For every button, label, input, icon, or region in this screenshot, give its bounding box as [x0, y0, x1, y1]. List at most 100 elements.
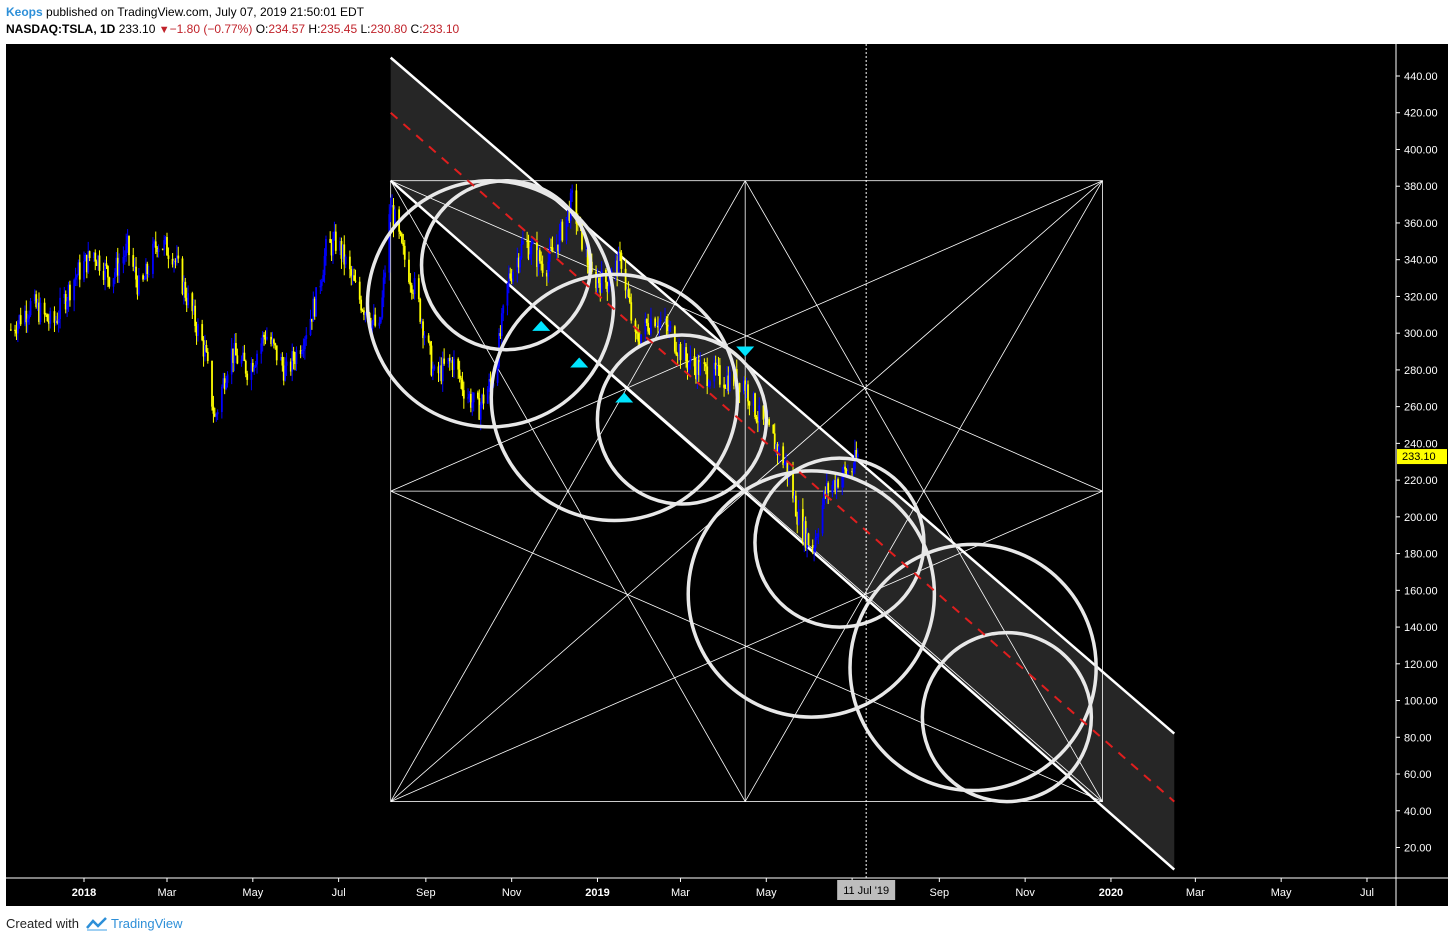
candle	[253, 366, 256, 372]
candle	[496, 366, 499, 383]
open-label: O:	[255, 22, 269, 36]
candle	[181, 258, 184, 294]
candle	[334, 231, 337, 251]
candle	[476, 392, 479, 399]
candle	[112, 278, 115, 287]
candle	[254, 364, 257, 367]
candle	[413, 278, 416, 295]
candle	[599, 283, 602, 293]
candle	[571, 190, 574, 193]
candle	[666, 324, 669, 331]
candle	[206, 351, 209, 361]
time-price-circle	[920, 630, 1094, 804]
candle	[391, 205, 393, 208]
candle	[54, 320, 57, 323]
gann-line	[390, 180, 1103, 492]
candle	[132, 255, 135, 267]
candle	[156, 247, 159, 252]
candle	[697, 359, 700, 375]
candle	[748, 401, 751, 406]
candle	[620, 252, 623, 269]
candle	[461, 379, 464, 391]
candle	[845, 469, 848, 475]
y-tick-label: 120.00	[1404, 659, 1438, 671]
tradingview-link[interactable]: TradingView	[111, 916, 183, 931]
candle	[644, 319, 647, 335]
candle	[185, 297, 188, 306]
candle	[835, 479, 838, 491]
candle	[348, 256, 351, 270]
candle	[389, 207, 392, 215]
candle	[506, 283, 509, 306]
candle	[85, 254, 88, 273]
author-name[interactable]: Keops	[6, 5, 43, 19]
channel-midline	[390, 111, 1175, 803]
candle	[76, 275, 78, 278]
candle	[745, 384, 748, 391]
candle	[486, 389, 489, 404]
candle	[329, 238, 332, 243]
candle	[568, 208, 571, 221]
arrow-up-icon	[615, 392, 634, 403]
channel-upper-line	[389, 56, 1176, 735]
candle	[714, 362, 717, 370]
y-tick-label: 40.00	[1404, 806, 1432, 818]
candle	[108, 277, 111, 287]
y-tick-label: 360.00	[1404, 218, 1438, 230]
candle	[724, 387, 727, 389]
y-tick-label: 80.00	[1404, 732, 1432, 744]
candle	[263, 334, 265, 338]
candle	[851, 470, 854, 473]
candle	[557, 244, 559, 252]
candle	[595, 271, 597, 289]
candle	[114, 272, 116, 279]
candle	[440, 365, 443, 382]
candle	[742, 380, 745, 393]
candle	[844, 466, 846, 470]
candle	[846, 470, 849, 475]
chart-container[interactable]: 20.00 40.00 60.00 80.00 100.00 120.00 140.00 16…	[6, 44, 1448, 906]
x-tick-label: Nov	[1015, 887, 1035, 899]
candle	[655, 325, 658, 327]
candle	[161, 248, 164, 250]
candle	[657, 325, 659, 328]
candle	[420, 321, 423, 323]
candle	[517, 257, 520, 268]
candle	[167, 255, 170, 259]
candle	[529, 254, 531, 259]
candle	[834, 480, 837, 491]
candle	[776, 444, 779, 455]
candle	[57, 318, 60, 324]
candle	[87, 251, 90, 273]
candle	[659, 320, 662, 322]
candle	[709, 381, 711, 386]
candle	[128, 236, 130, 256]
candle	[292, 351, 295, 361]
down-triangle-icon: ▼	[158, 24, 170, 36]
candle	[427, 335, 430, 342]
candle	[794, 495, 797, 517]
candle	[153, 241, 156, 244]
x-tick-label: May	[242, 887, 263, 899]
candle	[718, 365, 721, 385]
candle	[125, 243, 128, 256]
candle	[372, 314, 375, 321]
candle	[147, 273, 150, 275]
price-chart[interactable]: 20.00 40.00 60.00 80.00 100.00 120.00 140.00 16…	[6, 44, 1448, 906]
candle	[320, 281, 323, 286]
candle	[738, 383, 741, 393]
time-price-circle	[848, 542, 1098, 793]
candle	[35, 294, 38, 307]
candle	[431, 368, 434, 376]
candle	[144, 263, 147, 280]
candle	[280, 357, 282, 361]
candle	[752, 393, 755, 406]
candle	[451, 360, 454, 370]
candle	[212, 406, 215, 414]
candle	[756, 421, 759, 423]
candle	[433, 366, 436, 369]
candle	[291, 351, 294, 372]
candle	[606, 282, 609, 292]
candle	[773, 433, 776, 451]
candle	[273, 339, 275, 344]
